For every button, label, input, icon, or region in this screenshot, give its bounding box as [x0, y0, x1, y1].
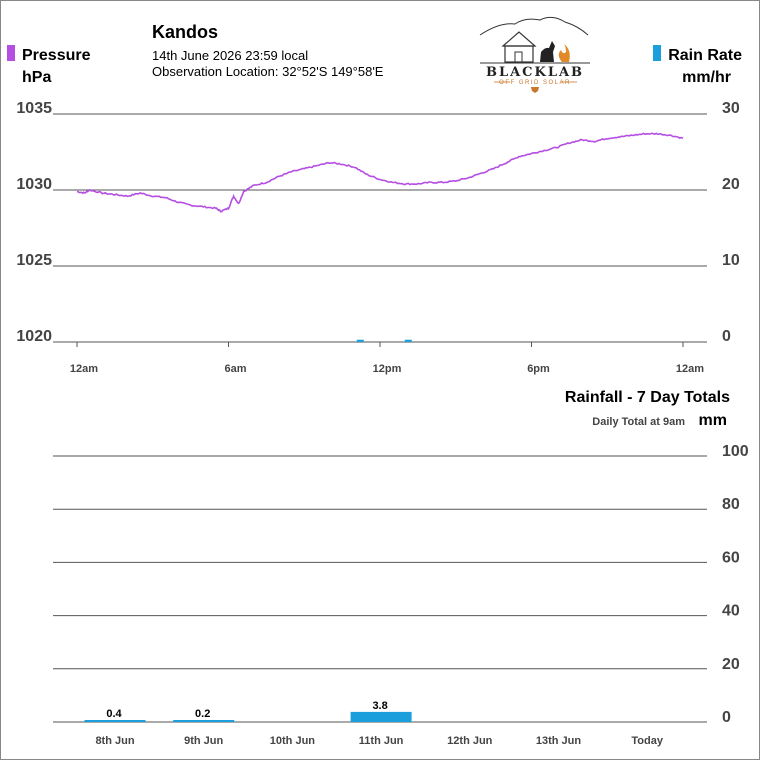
time-tick-label: 6am	[224, 363, 246, 375]
rainfall-day-label: 10th Jun	[270, 735, 316, 747]
fire-icon	[558, 44, 570, 62]
australia-icon	[531, 87, 539, 93]
rainfall-chart-grid	[53, 455, 707, 723]
rain-y-axis: 30 20 10 0	[722, 100, 740, 345]
rainfall-x-axis: 8th Jun 9th Jun 10th Jun 11th Jun 12th Jun 13…	[95, 735, 663, 747]
station-title: Kandos	[152, 22, 218, 42]
rain-tick-label: 10	[722, 252, 740, 269]
location-label-text: Observation Location:	[152, 64, 278, 79]
pressure-legend-label: Pressure	[22, 47, 91, 64]
rainfall-tick-label: 40	[722, 603, 740, 620]
rainfall-tick-label: 80	[722, 496, 740, 513]
rain-legend-swatch	[653, 45, 661, 61]
location-label: Observation Location: 32°52'S 149°58'E	[152, 64, 384, 79]
time-tick-label: 6pm	[527, 363, 550, 375]
rainfall-bar	[173, 720, 235, 722]
rainfall-day-label: 11th Jun	[359, 735, 404, 747]
rainfall-day-label: Today	[631, 735, 663, 747]
rainfall-day-label: 13th Jun	[536, 735, 582, 747]
rain-tick-label: 0	[722, 328, 731, 345]
rain-tick-label: 20	[722, 176, 740, 193]
rain-tick-label: 30	[722, 100, 740, 117]
pressure-tick-label: 1035	[16, 100, 52, 117]
time-tick-label: 12pm	[373, 363, 402, 375]
rainfall-bars: 0.4 0.2 3.8	[84, 700, 412, 722]
rainfall-day-label: 9th Jun	[184, 735, 223, 747]
pressure-chart-grid	[53, 113, 707, 343]
blacklab-logo: BLACKLAB OFF GRID SOLAR	[479, 16, 590, 93]
rainfall-chart-subtitle: Daily Total at 9am	[592, 416, 685, 428]
rainfall-tick-label: 100	[722, 443, 749, 460]
rainfall-bar-label: 0.2	[195, 708, 210, 720]
logo-tagline: OFF GRID SOLAR	[499, 80, 571, 86]
pressure-y-axis: 1035 1030 1025 1020	[16, 100, 52, 345]
rain-rate-bar	[356, 339, 364, 342]
rainfall-chart-title: Rainfall - 7 Day Totals	[565, 389, 730, 406]
time-x-axis: 12am 6am 12pm 6pm 12am	[70, 342, 704, 375]
rainfall-tick-label: 0	[722, 709, 731, 726]
rainfall-bar	[84, 720, 146, 722]
rainfall-unit: mm	[699, 412, 727, 429]
pressure-series-line	[76, 132, 684, 213]
logo-brand: BLACKLAB	[486, 65, 584, 80]
rain-unit: mm/hr	[682, 69, 731, 86]
rainfall-y-axis: 100 80 60 40 20 0	[722, 443, 749, 726]
rainfall-day-label: 12th Jun	[447, 735, 493, 747]
rainfall-bar-label: 3.8	[372, 700, 387, 712]
date-time: 14th June 2026 23:59 local	[152, 48, 308, 63]
rain-rate-bars	[356, 339, 412, 342]
rain-rate-bar	[404, 339, 412, 342]
rain-legend-label: Rain Rate	[668, 47, 742, 64]
location-coords: 32°52'S 149°58'E	[282, 64, 384, 79]
rainfall-bar	[350, 711, 412, 722]
dog-icon	[540, 41, 555, 62]
rainfall-tick-label: 20	[722, 656, 740, 673]
rainfall-bar-label: 0.4	[106, 708, 122, 720]
pressure-unit: hPa	[22, 69, 51, 86]
rainfall-tick-label: 60	[722, 549, 740, 566]
pressure-tick-label: 1020	[16, 328, 52, 345]
time-tick-label: 12am	[676, 363, 704, 375]
time-tick-label: 12am	[70, 363, 98, 375]
cabin-icon	[501, 31, 537, 47]
pressure-legend-swatch	[7, 45, 15, 61]
pressure-tick-label: 1030	[16, 176, 52, 193]
rainfall-day-label: 8th Jun	[95, 735, 134, 747]
pressure-tick-label: 1025	[16, 252, 52, 269]
